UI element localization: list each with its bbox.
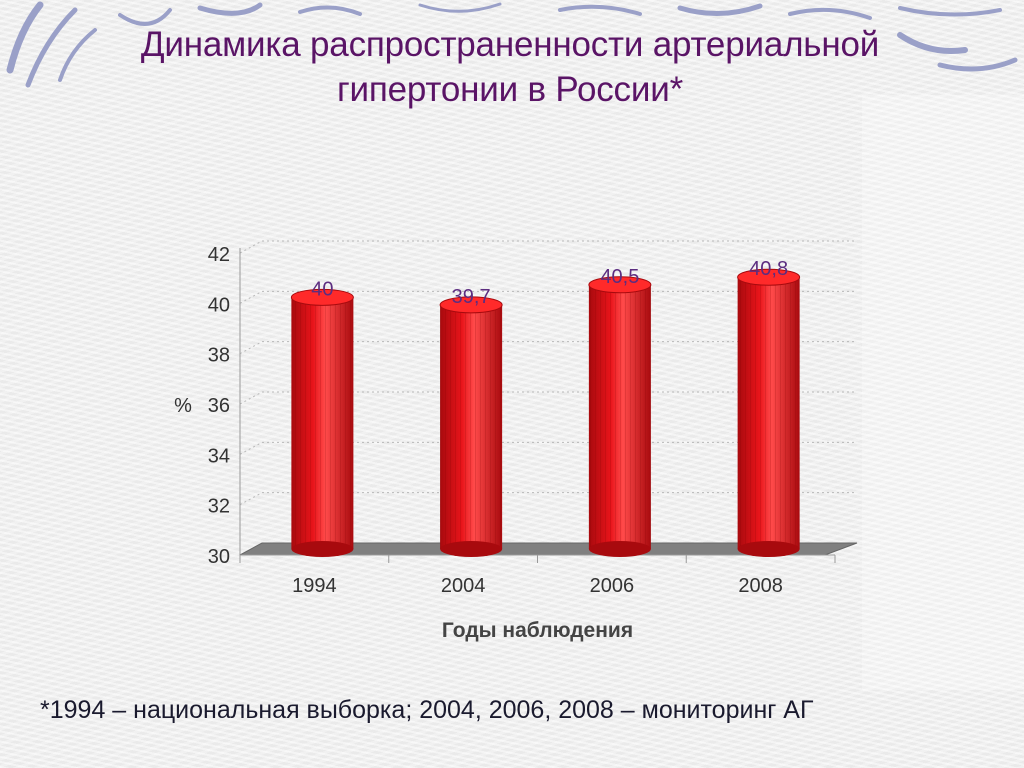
- bar-base: [737, 541, 800, 557]
- gridline-depth: [239, 290, 263, 304]
- y-axis-label: %: [174, 395, 192, 417]
- x-tick-label: 2004: [441, 575, 486, 597]
- bar-value-label: 39,7: [452, 286, 491, 308]
- x-tick-label: 2006: [590, 575, 635, 597]
- slide-title-line2: гипертонии в России*: [336, 70, 683, 109]
- bar-ribs: [588, 284, 651, 549]
- bar-top: [290, 288, 354, 306]
- bar-top: [439, 296, 503, 314]
- bar-value-label: 40,8: [749, 258, 788, 280]
- x-tick-label: 1994: [292, 575, 337, 597]
- y-tick-label: 36: [208, 395, 230, 417]
- right-side-panel: [862, 95, 1024, 690]
- bar-top: [737, 268, 801, 286]
- gridline-depth: [239, 492, 263, 506]
- footnote: *1994 – национальная выборка; 2004, 2006…: [40, 696, 814, 724]
- bar-top: [588, 276, 652, 294]
- gridline-depth: [239, 240, 263, 254]
- y-tick-label: 34: [208, 445, 230, 467]
- x-tick-label: 2008: [738, 575, 783, 597]
- y-tick-label: 42: [208, 244, 230, 266]
- bar-ribs: [737, 277, 800, 549]
- bar-chart: 30 32 34 36 38 40 42% 40 1994 39,7 2004 40,5 2006 40,…: [174, 240, 858, 642]
- bar-ribs: [440, 304, 503, 549]
- bar-value-label: 40,5: [600, 266, 639, 288]
- gridline-depth: [239, 391, 263, 405]
- bar-base: [291, 541, 354, 557]
- y-tick-label: 40: [208, 294, 230, 316]
- y-tick-label: 38: [208, 345, 230, 367]
- gridline-depth: [239, 441, 263, 455]
- bar-ribs: [291, 297, 354, 549]
- gridline-depth: [239, 341, 263, 355]
- y-tick-label: 30: [208, 546, 230, 568]
- y-tick-label: 32: [208, 496, 230, 518]
- slide-title: Динамика распространенности артериальной…: [80, 22, 940, 112]
- bar-base: [588, 541, 651, 557]
- bar-value-label: 40: [311, 278, 333, 300]
- bar-base: [440, 541, 503, 557]
- x-axis-title: Годы наблюдения: [442, 619, 633, 642]
- slide-title-line1: Динамика распространенности артериальной: [140, 25, 880, 64]
- decorative-swirl-border: [6, 1, 1018, 88]
